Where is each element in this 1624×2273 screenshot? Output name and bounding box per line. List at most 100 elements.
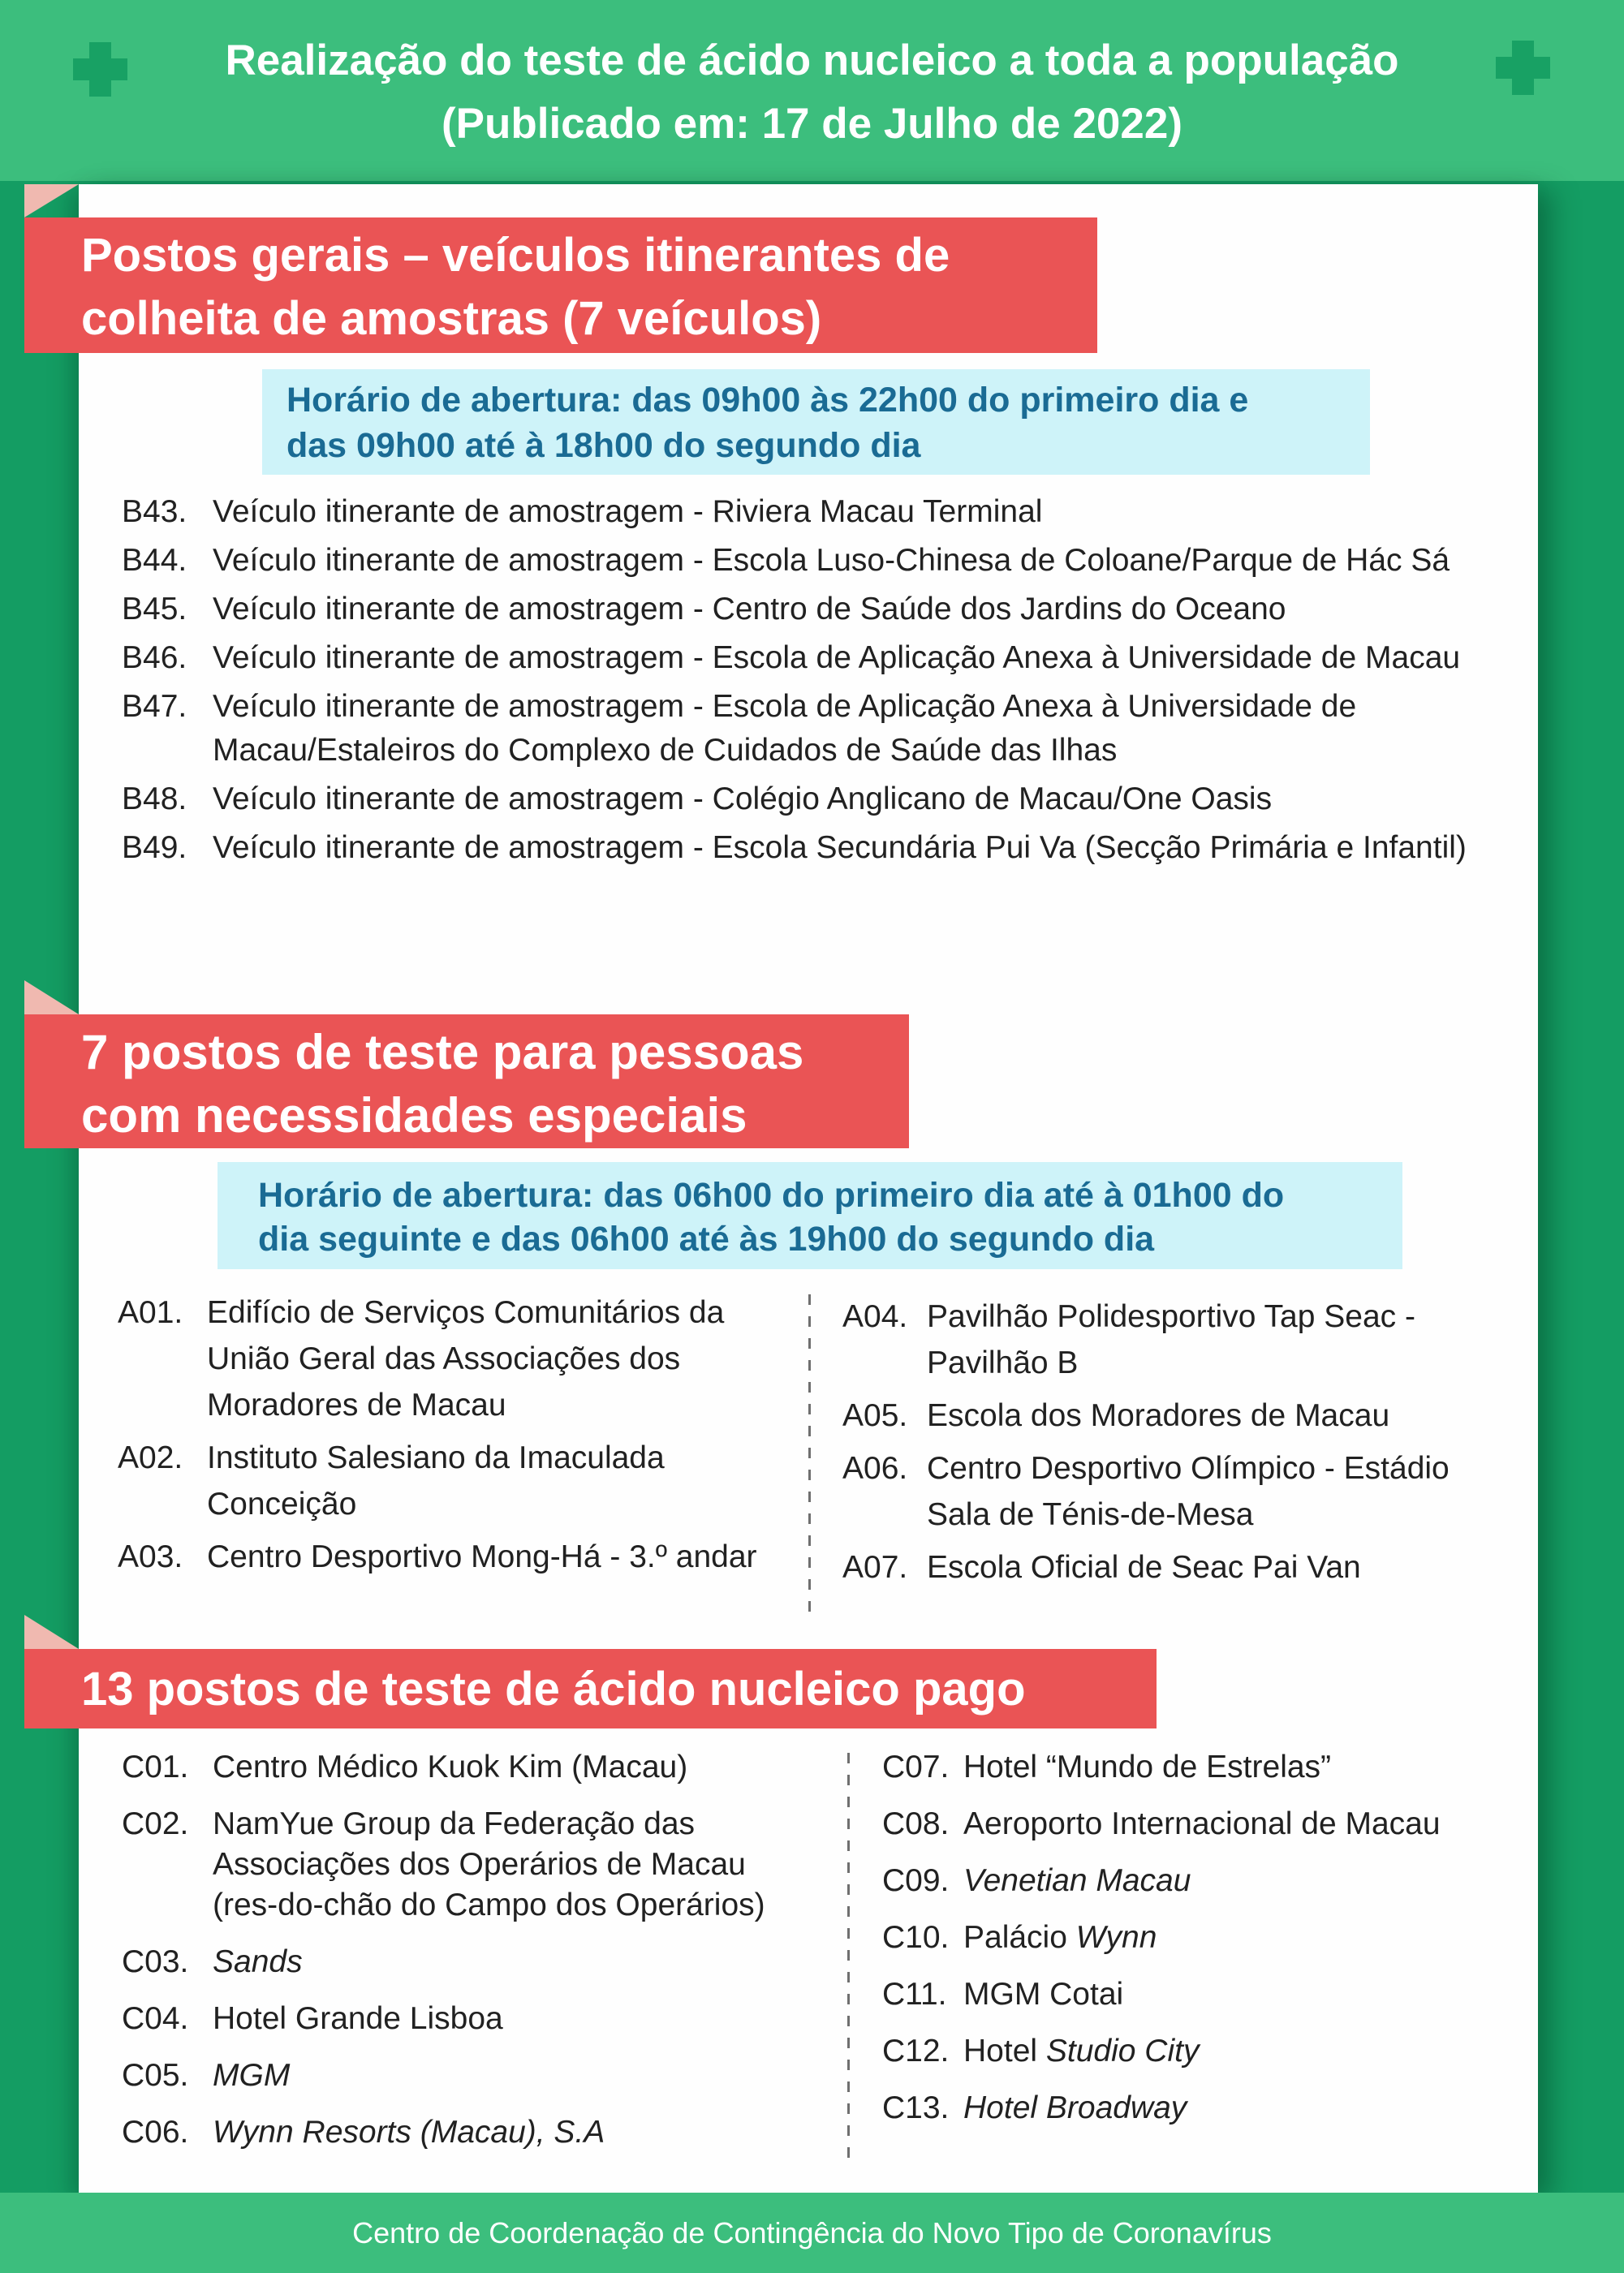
list-item: A06. Centro Desportivo Olímpico - Estádi… <box>842 1445 1508 1538</box>
list-item: C13. Hotel Broadway <box>882 2088 1531 2129</box>
list-item: C05. MGM <box>122 2056 803 2096</box>
list-item: C02. NamYue Group da Federação das Assoc… <box>122 1804 803 1926</box>
footer-text: Centro de Coordenação de Contingência do… <box>352 2215 1272 2249</box>
list-item: B45. Veículo itinerante de amostragem - … <box>122 588 1485 631</box>
item-code: C04. <box>122 2001 189 2036</box>
item-code: B45. <box>122 592 187 626</box>
page-footer: Centro de Coordenação de Contingência do… <box>0 2193 1624 2273</box>
item-code: C07. <box>882 1750 950 1784</box>
item-name: Aeroporto Internacional de Macau <box>963 1806 1441 1841</box>
list-item: C11. MGM Cotai <box>882 1974 1531 2015</box>
item-code: C11. <box>882 1977 947 2012</box>
item-code: B44. <box>122 543 187 578</box>
item-code: C12. <box>882 2034 950 2069</box>
item-code: A01. <box>118 1295 183 1330</box>
item-code: A06. <box>842 1451 908 1486</box>
page-header: Realização do teste de ácido nucleico a … <box>0 0 1624 181</box>
item-name: Veículo itinerante de amostragem - Escol… <box>213 543 1450 578</box>
item-code: C01. <box>122 1750 189 1784</box>
ribbon-fold <box>24 184 79 217</box>
list-item: A02. Instituto Salesiano da Imaculada Co… <box>118 1435 767 1527</box>
item-code: A03. <box>118 1539 183 1574</box>
item-name: MGM <box>213 2058 291 2093</box>
item-code: A07. <box>842 1550 908 1585</box>
page-title: Realização do teste de ácido nucleico a … <box>225 37 1399 84</box>
opening-hours-line: das 09h00 até à 18h00 do segundo dia <box>286 426 921 465</box>
list-item: B47. Veículo itinerante de amostragem - … <box>122 685 1485 773</box>
list-item: C10. Palácio Wynn <box>882 1918 1531 1958</box>
vehicle-site-list: B43. Veículo itinerante de amostragem - … <box>122 490 1485 875</box>
list-item: A03. Centro Desportivo Mong-Há - 3.º and… <box>118 1534 767 1580</box>
item-name: Veículo itinerante de amostragem - Rivie… <box>213 494 1043 529</box>
ribbon-fold <box>24 1615 79 1649</box>
list-item: B43. Veículo itinerante de amostragem - … <box>122 490 1485 534</box>
item-name: MGM Cotai <box>963 1977 1124 2012</box>
item-code: C13. <box>882 2090 950 2125</box>
list-item: B44. Veículo itinerante de amostragem - … <box>122 539 1485 583</box>
medical-cross-icon <box>1496 41 1550 95</box>
section-heading-line: 7 postos de teste para pessoas <box>81 1025 804 1079</box>
special-needs-site-list-left: A01. Edifício de Serviços Comunitários d… <box>118 1289 767 1586</box>
section-general-posts-banner: Postos gerais – veículos itinerantes de … <box>24 217 1097 353</box>
opening-hours-box: Horário de abertura: das 09h00 às 22h00 … <box>262 369 1370 475</box>
item-code: B49. <box>122 830 187 865</box>
item-code: C10. <box>882 1920 950 1955</box>
item-name: Centro Desportivo Olímpico - Estádio Sal… <box>927 1451 1450 1532</box>
item-code: A02. <box>118 1440 183 1475</box>
list-item: C07. Hotel “Mundo de Estrelas” <box>882 1747 1531 1788</box>
opening-hours-box: Horário de abertura: das 06h00 do primei… <box>218 1162 1402 1269</box>
item-code: C09. <box>882 1863 950 1898</box>
item-name: Edifício de Serviços Comunitários da Uni… <box>207 1295 725 1423</box>
item-name: Wynn Resorts (Macau), S.A <box>213 2115 605 2150</box>
list-item: B48. Veículo itinerante de amostragem - … <box>122 777 1485 821</box>
item-name: Escola Oficial de Seac Pai Van <box>927 1550 1361 1585</box>
list-item: C09. Venetian Macau <box>882 1861 1531 1901</box>
item-code: B46. <box>122 640 187 675</box>
item-name: Hotel Broadway <box>963 2090 1187 2125</box>
list-item: C04. Hotel Grande Lisboa <box>122 1999 803 2039</box>
list-item: C01. Centro Médico Kuok Kim (Macau) <box>122 1747 803 1788</box>
item-name: Veículo itinerante de amostragem - Escol… <box>213 640 1461 675</box>
list-item: A04. Pavilhão Polidesportivo Tap Seac - … <box>842 1294 1508 1386</box>
item-code: C02. <box>122 1806 189 1841</box>
medical-cross-icon <box>73 42 127 97</box>
list-item: B46. Veículo itinerante de amostragem - … <box>122 636 1485 680</box>
section-heading-line: colheita de amostras (7 veículos) <box>81 292 822 345</box>
item-name: Escola dos Moradores de Macau <box>927 1398 1390 1433</box>
list-item: C08. Aeroporto Internacional de Macau <box>882 1804 1531 1845</box>
list-item: B49. Veículo itinerante de amostragem - … <box>122 826 1485 870</box>
list-item: C06. Wynn Resorts (Macau), S.A <box>122 2112 803 2153</box>
list-item: A05. Escola dos Moradores de Macau <box>842 1393 1508 1439</box>
list-item: A07. Escola Oficial de Seac Pai Van <box>842 1544 1508 1591</box>
item-name: Hotel Grande Lisboa <box>213 2001 503 2036</box>
opening-hours-line: Horário de abertura: das 09h00 às 22h00 … <box>286 381 1249 420</box>
list-item: C03. Sands <box>122 1942 803 1982</box>
item-name: Veículo itinerante de amostragem - Escol… <box>213 830 1467 865</box>
item-name: Palácio Wynn <box>963 1920 1157 1955</box>
item-code: C05. <box>122 2058 189 2093</box>
section-paid-tests-banner: 13 postos de teste de ácido nucleico pag… <box>24 1649 1157 1728</box>
paid-site-list-right: C07. Hotel “Mundo de Estrelas” C08. Aero… <box>882 1747 1531 2145</box>
opening-hours-line: Horário de abertura: das 06h00 do primei… <box>258 1176 1285 1215</box>
ribbon-fold <box>24 980 79 1014</box>
item-name: Pavilhão Polidesportivo Tap Seac - Pavil… <box>927 1299 1415 1380</box>
item-name: Hotel “Mundo de Estrelas” <box>963 1750 1332 1784</box>
section-heading-line: 13 postos de teste de ácido nucleico pag… <box>81 1662 1026 1716</box>
section-heading-line: Postos gerais – veículos itinerantes de <box>81 229 950 282</box>
publish-date: (Publicado em: 17 de Julho de 2022) <box>441 100 1183 148</box>
item-name: Centro Desportivo Mong-Há - 3.º andar <box>207 1539 757 1574</box>
item-code: B43. <box>122 494 187 529</box>
list-item: C12. Hotel Studio City <box>882 2031 1531 2072</box>
section-heading-line: com necessidades especiais <box>81 1088 747 1143</box>
item-code: B47. <box>122 689 187 724</box>
column-divider <box>847 1753 850 2159</box>
item-name: Venetian Macau <box>963 1863 1191 1898</box>
item-code: B48. <box>122 781 187 816</box>
column-divider <box>808 1294 811 1619</box>
item-name: Sands <box>213 1944 303 1979</box>
special-needs-site-list-right: A04. Pavilhão Polidesportivo Tap Seac - … <box>842 1294 1508 1597</box>
item-code: A04. <box>842 1299 908 1334</box>
item-code: C08. <box>882 1806 950 1841</box>
item-name: Instituto Salesiano da Imaculada Conceiç… <box>207 1440 665 1522</box>
